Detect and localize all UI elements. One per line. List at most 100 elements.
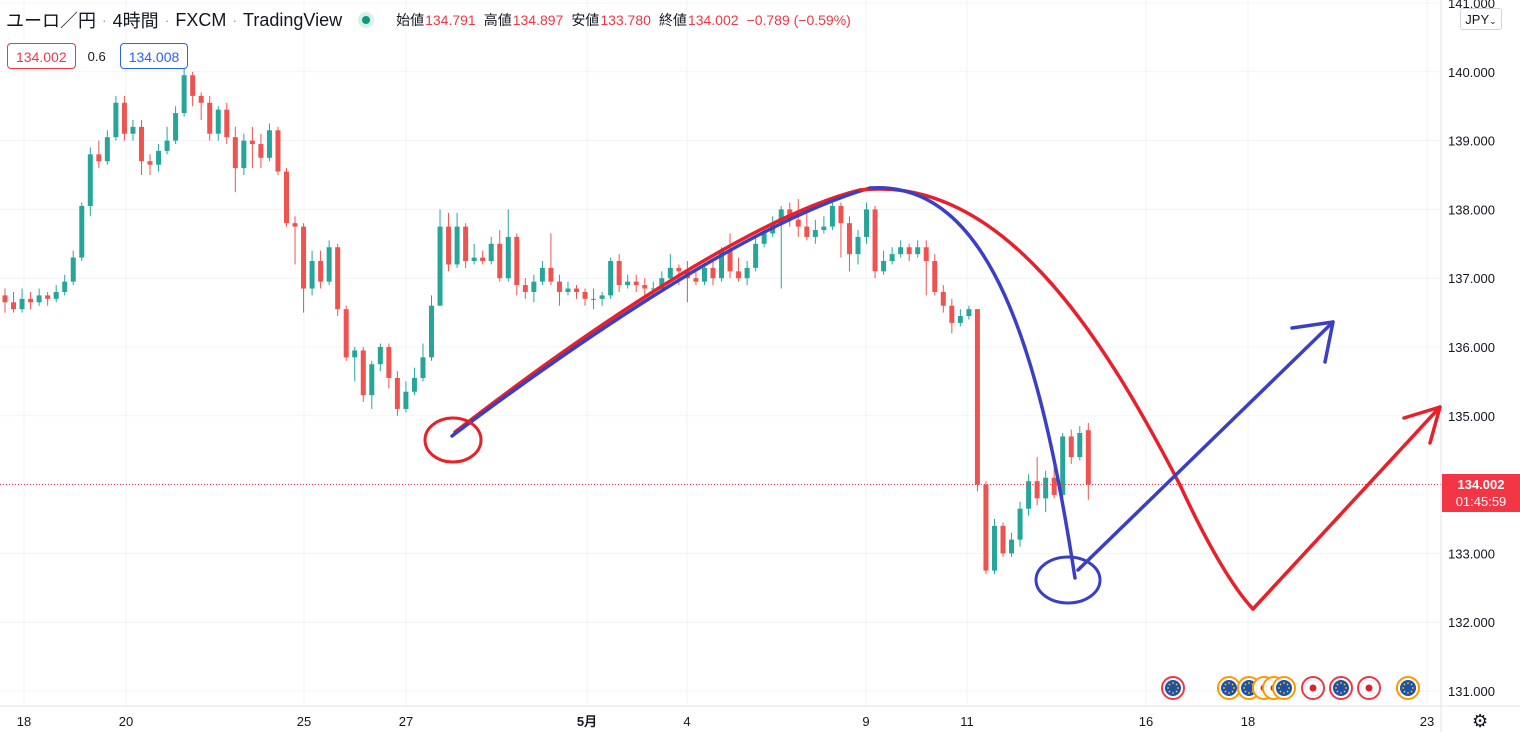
y-tick-label: 140.000 bbox=[1448, 65, 1495, 80]
candle-body bbox=[266, 130, 272, 158]
candle bbox=[736, 257, 742, 282]
price-axis: 141.000 140.000 139.000 138.000 137.000 136.0… bbox=[1440, 0, 1495, 732]
candle-body bbox=[539, 267, 545, 282]
candle bbox=[957, 309, 963, 327]
chart-grid bbox=[0, 0, 1441, 706]
quote-panel: 134.002 0.6 134.008 bbox=[7, 43, 189, 69]
candle bbox=[505, 209, 511, 282]
candle-body bbox=[565, 288, 571, 292]
red-circle-marker bbox=[423, 416, 483, 464]
y-tick-label: 136.000 bbox=[1448, 340, 1495, 355]
candle-body bbox=[693, 278, 699, 282]
candle-body bbox=[1060, 436, 1066, 495]
candle bbox=[104, 130, 110, 165]
candle bbox=[241, 133, 247, 175]
candle-body bbox=[258, 144, 264, 158]
candle-body bbox=[898, 247, 904, 255]
candle bbox=[881, 250, 887, 275]
candle-body bbox=[1077, 433, 1083, 458]
candle bbox=[684, 261, 690, 303]
candle-body bbox=[488, 243, 494, 261]
candle bbox=[574, 285, 580, 299]
candle bbox=[497, 230, 503, 282]
candle-body bbox=[923, 247, 929, 261]
candle-body bbox=[642, 285, 648, 289]
open-value: 134.791 bbox=[425, 12, 476, 28]
candle bbox=[420, 343, 426, 382]
separator-dot: · bbox=[164, 12, 170, 28]
candle-body bbox=[87, 154, 93, 206]
candle-body bbox=[574, 288, 580, 292]
ohlc-values: 始値 134.791 高値 134.897 安値 133.780 終値 134.002 … bbox=[388, 10, 851, 30]
y-tick-label: 141.000 bbox=[1448, 0, 1495, 11]
candle bbox=[522, 278, 528, 299]
separator-dot: · bbox=[102, 12, 107, 28]
candle bbox=[625, 274, 631, 289]
candle bbox=[403, 381, 409, 413]
candle-body bbox=[113, 102, 119, 138]
candle bbox=[966, 305, 972, 320]
candle bbox=[864, 202, 870, 244]
candle bbox=[429, 295, 434, 361]
interval-label[interactable]: 4時間 bbox=[112, 11, 159, 31]
candle bbox=[471, 243, 477, 265]
candle bbox=[838, 202, 844, 258]
candle-body bbox=[1009, 539, 1015, 554]
symbol-name[interactable]: ユーロ／円 bbox=[6, 11, 96, 31]
candle-body bbox=[881, 261, 887, 272]
candle bbox=[394, 371, 400, 416]
y-tick-label: 139.000 bbox=[1448, 134, 1495, 149]
candle bbox=[386, 343, 392, 389]
candle-body bbox=[386, 347, 392, 378]
candle-body bbox=[198, 95, 204, 103]
candle bbox=[36, 288, 42, 306]
candle-body bbox=[190, 75, 196, 96]
economic-events bbox=[1161, 676, 1420, 700]
y-tick-label: 133.000 bbox=[1448, 546, 1495, 561]
candle bbox=[258, 133, 264, 169]
candle-body bbox=[19, 298, 25, 310]
close-label: 終値 bbox=[658, 12, 687, 28]
x-tick-label: 18 bbox=[17, 714, 31, 729]
candle-body bbox=[659, 278, 665, 289]
blue-circle-marker bbox=[1034, 555, 1102, 605]
candle bbox=[173, 106, 179, 145]
candle bbox=[1026, 474, 1032, 516]
candle bbox=[463, 223, 469, 268]
candle-body bbox=[983, 484, 989, 571]
candle-body bbox=[591, 298, 597, 300]
candle bbox=[411, 367, 417, 396]
currency-select[interactable]: JPY⌄ bbox=[1460, 8, 1502, 30]
candle bbox=[531, 274, 537, 303]
candle-body bbox=[454, 226, 460, 265]
candle bbox=[642, 278, 648, 296]
x-tick-label: 18 bbox=[1241, 714, 1255, 729]
candle-body bbox=[377, 347, 383, 365]
candle bbox=[360, 347, 366, 403]
buy-button[interactable]: 134.008 bbox=[119, 43, 189, 69]
candle-body bbox=[599, 295, 605, 299]
open-label: 始値 bbox=[396, 12, 425, 28]
candle bbox=[87, 147, 93, 217]
candle-body bbox=[889, 254, 895, 261]
candle-body bbox=[121, 102, 127, 134]
candle bbox=[266, 123, 272, 162]
candle-body bbox=[335, 247, 341, 310]
candle-body bbox=[1051, 477, 1057, 495]
candle bbox=[96, 140, 102, 169]
candle-body bbox=[940, 291, 946, 306]
y-tick-label: 135.000 bbox=[1448, 409, 1495, 424]
candle-body bbox=[429, 305, 434, 358]
candle-body bbox=[394, 377, 400, 409]
candle bbox=[232, 126, 238, 193]
candle bbox=[292, 216, 298, 265]
gear-icon[interactable]: ⚙ bbox=[1472, 711, 1489, 731]
low-label: 安値 bbox=[571, 12, 600, 28]
candle bbox=[301, 223, 307, 313]
sell-button[interactable]: 134.002 bbox=[7, 43, 76, 69]
candle bbox=[983, 481, 989, 575]
candle bbox=[591, 288, 597, 310]
x-tick-label: 4 bbox=[683, 714, 690, 729]
candle-body bbox=[343, 309, 349, 358]
